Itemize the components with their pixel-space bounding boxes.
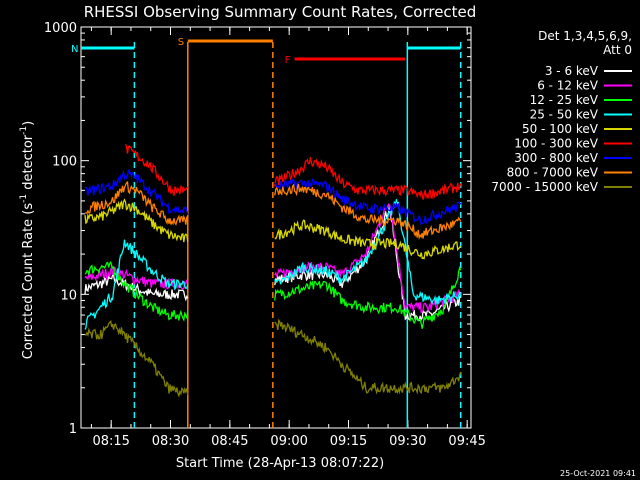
legend-header-1: Det 1,3,4,5,6,9, bbox=[538, 29, 632, 43]
y-axis-label: Corrected Count Rate (s-1 detector-1) bbox=[19, 121, 36, 359]
flag-label: N bbox=[71, 44, 78, 55]
legend-label: 300 - 800 keV bbox=[514, 151, 598, 165]
series-line bbox=[274, 318, 462, 395]
x-tick-label: 09:45 bbox=[448, 434, 485, 449]
legend-header-2: Att 0 bbox=[603, 43, 632, 57]
series-line bbox=[84, 264, 189, 291]
timestamp: 25-Oct-2021 09:41 bbox=[560, 469, 636, 478]
flag-label: S bbox=[178, 37, 184, 48]
series-line bbox=[274, 183, 462, 241]
plot-frame bbox=[80, 26, 472, 429]
series-line bbox=[84, 260, 189, 322]
x-tick-label: 08:45 bbox=[211, 434, 248, 449]
legend-label: 12 - 25 keV bbox=[530, 93, 599, 107]
x-tick-label: 08:15 bbox=[92, 434, 129, 449]
legend-label: 3 - 6 keV bbox=[545, 64, 599, 78]
x-tick-label: 09:15 bbox=[330, 434, 367, 449]
legend-label: 800 - 7000 keV bbox=[507, 166, 599, 180]
series-line bbox=[84, 198, 189, 243]
series-line bbox=[274, 219, 462, 260]
series-line bbox=[84, 319, 189, 398]
series-line bbox=[84, 239, 189, 330]
series-line bbox=[274, 265, 462, 329]
series-line bbox=[274, 203, 462, 314]
series-line bbox=[274, 199, 462, 306]
series-line bbox=[84, 168, 189, 216]
legend-label: 50 - 100 keV bbox=[522, 122, 599, 136]
x-tick-label: 09:00 bbox=[270, 434, 307, 449]
x-tick-label: 08:30 bbox=[152, 434, 189, 449]
x-tick-label: 09:30 bbox=[389, 434, 426, 449]
legend-label: 7000 - 15000 keV bbox=[491, 180, 598, 194]
y-tick-label: 1 bbox=[69, 422, 77, 437]
series-line bbox=[274, 178, 462, 226]
series-line bbox=[84, 180, 189, 226]
series-line bbox=[124, 143, 189, 196]
y-tick-label: 1000 bbox=[44, 21, 77, 36]
flag-label: F bbox=[285, 55, 291, 66]
series-line bbox=[274, 157, 462, 200]
x-axis-label: Start Time (28-Apr-13 08:07:22) bbox=[176, 456, 384, 471]
chart-title: RHESSI Observing Summary Count Rates, Co… bbox=[84, 3, 477, 21]
series-line bbox=[84, 274, 189, 302]
legend-label: 6 - 12 keV bbox=[537, 79, 599, 93]
y-tick-label: 100 bbox=[52, 155, 77, 170]
y-tick-label: 10 bbox=[60, 288, 77, 303]
legend-label: 25 - 50 keV bbox=[530, 108, 599, 122]
legend-label: 100 - 300 keV bbox=[514, 137, 598, 151]
